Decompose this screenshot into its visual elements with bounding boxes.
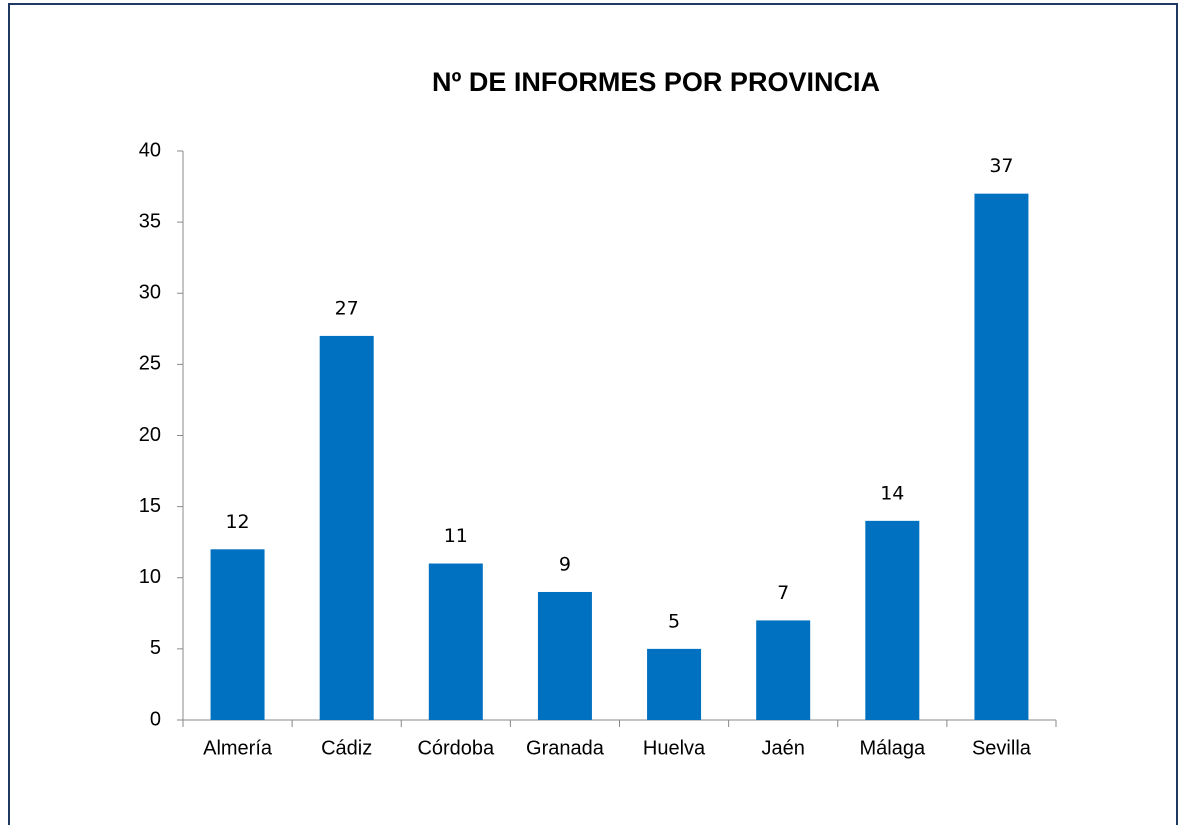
bar bbox=[537, 591, 592, 720]
bar bbox=[865, 520, 920, 720]
y-tick-label: 35 bbox=[139, 210, 161, 232]
value-label: 37 bbox=[989, 155, 1013, 177]
x-tick-label: Sevilla bbox=[972, 737, 1032, 759]
bar bbox=[319, 335, 374, 720]
value-label: 27 bbox=[335, 297, 359, 319]
value-label: 9 bbox=[559, 553, 571, 575]
y-tick-label: 20 bbox=[139, 424, 161, 446]
bar bbox=[210, 549, 265, 720]
x-tick-label: Málaga bbox=[860, 737, 926, 759]
x-tick-label: Cádiz bbox=[321, 737, 372, 759]
chart-title: Nº DE INFORMES POR PROVINCIA bbox=[432, 67, 880, 97]
value-label: 5 bbox=[668, 610, 680, 632]
x-tick-label: Granada bbox=[526, 737, 605, 759]
x-tick-label: Jaén bbox=[762, 737, 805, 759]
x-tick-label: Almería bbox=[203, 737, 273, 759]
value-label: 12 bbox=[225, 511, 249, 533]
bar bbox=[428, 563, 483, 720]
y-tick-label: 40 bbox=[139, 139, 161, 161]
bar bbox=[974, 193, 1029, 721]
value-label: 14 bbox=[880, 482, 904, 504]
y-tick-label: 30 bbox=[139, 282, 161, 304]
y-tick-label: 15 bbox=[139, 495, 161, 517]
value-label: 11 bbox=[444, 525, 468, 547]
y-tick-label: 10 bbox=[139, 566, 161, 588]
x-tick-label: Huelva bbox=[643, 737, 706, 759]
value-label: 7 bbox=[777, 582, 789, 604]
y-tick-label: 25 bbox=[139, 353, 161, 375]
bar bbox=[756, 620, 811, 720]
bar bbox=[647, 648, 702, 720]
y-tick-label: 0 bbox=[150, 708, 161, 730]
x-tick-label: Córdoba bbox=[417, 737, 495, 759]
y-tick-label: 5 bbox=[150, 637, 161, 659]
